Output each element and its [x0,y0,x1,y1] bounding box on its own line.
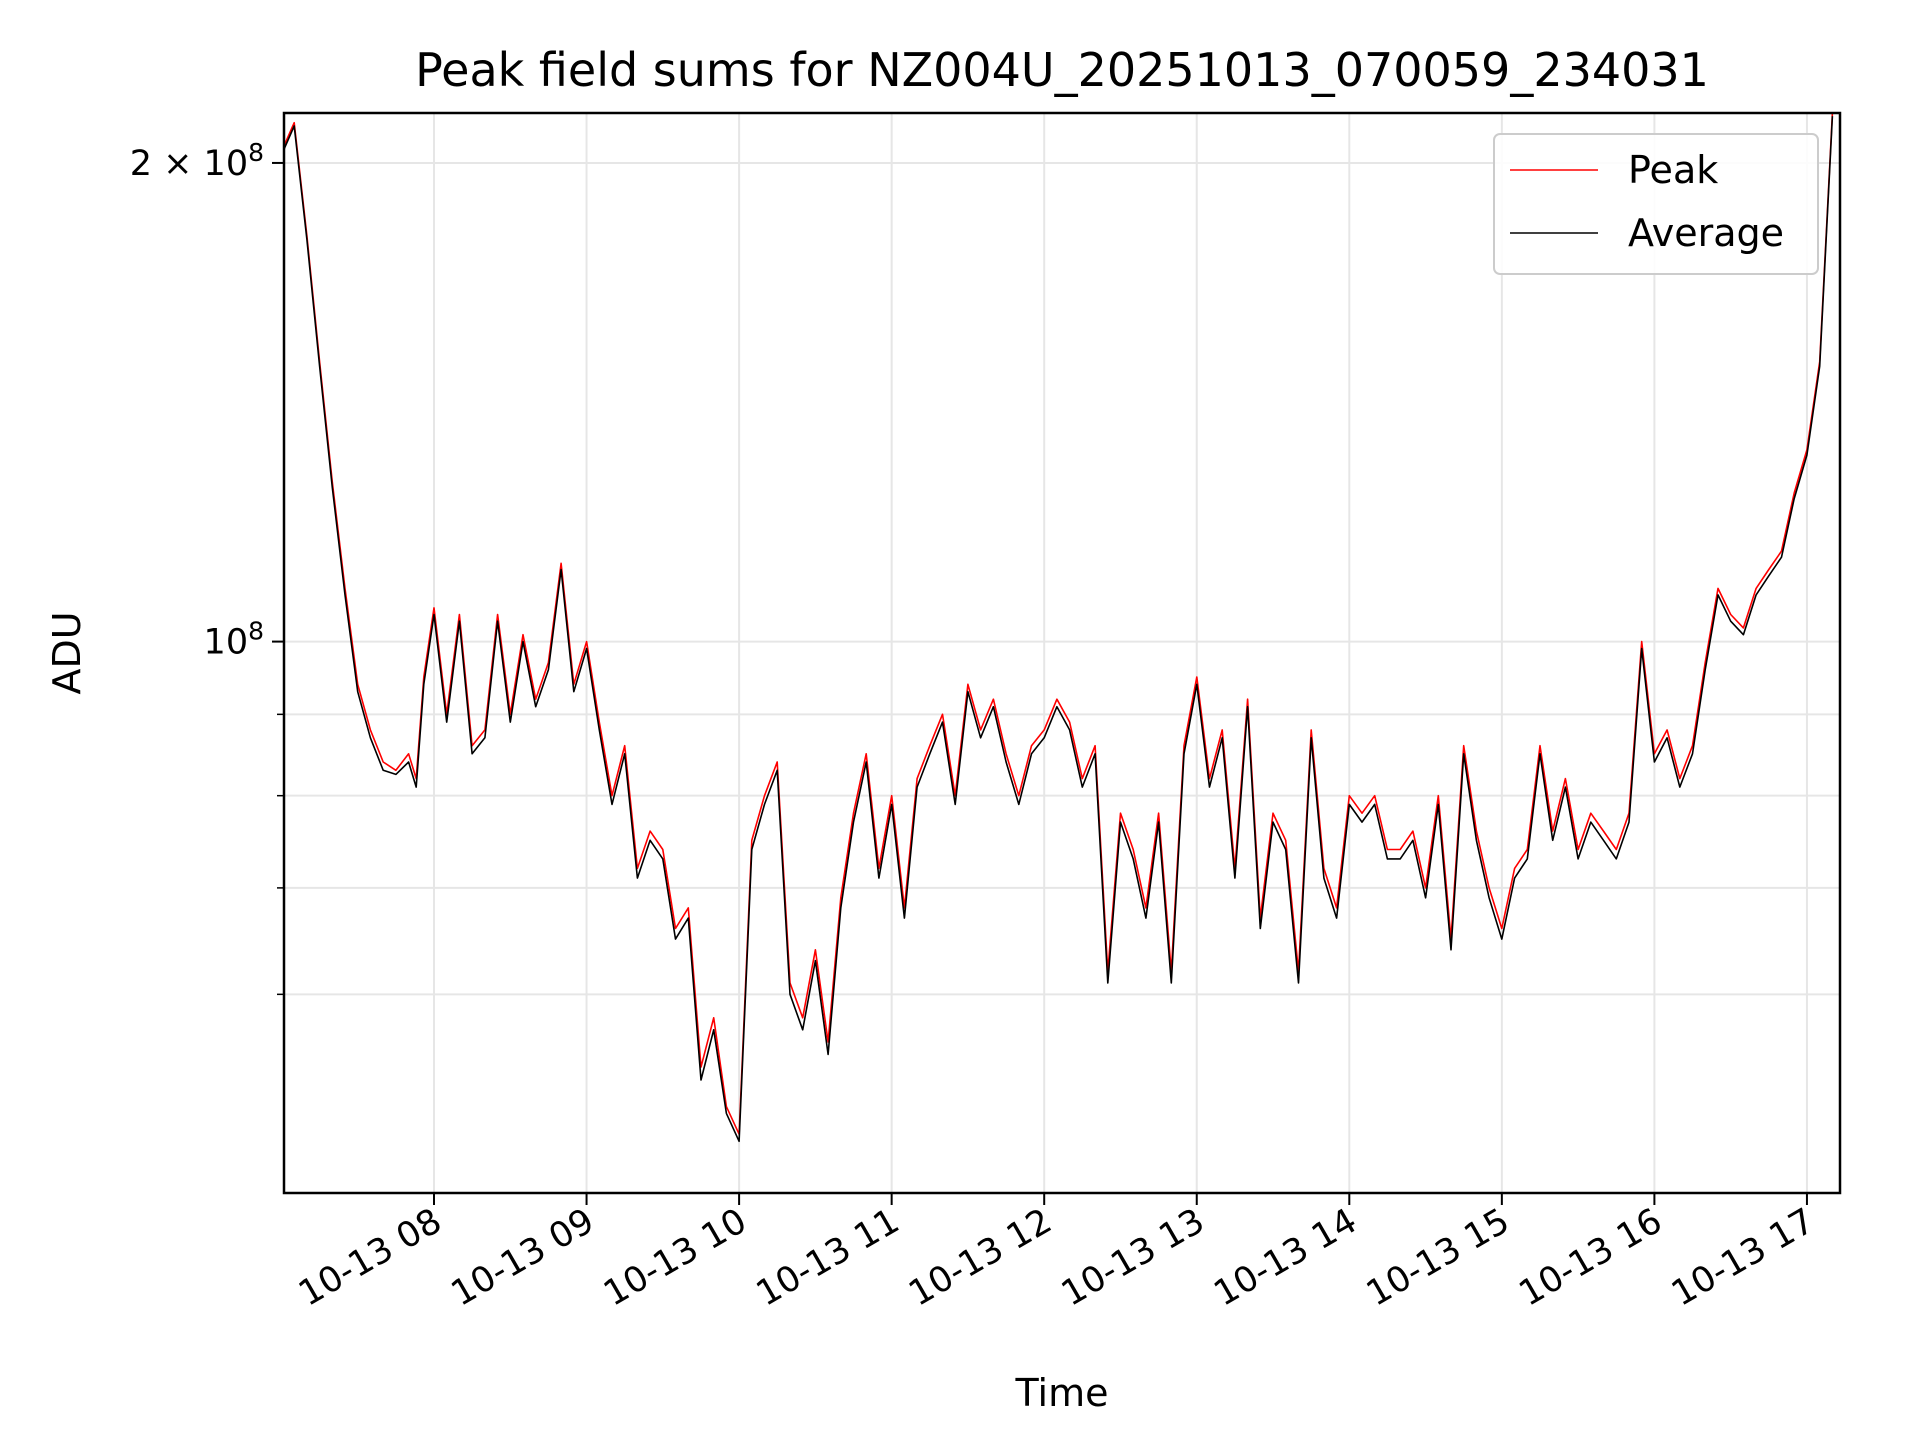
grid [284,113,1840,1193]
legend-box [1493,133,1819,275]
legend-label-peak: Peak [1628,148,1718,192]
y-tick-label: 2 × 108 [130,138,264,184]
y-tick-label-exponent: 8 [248,138,264,167]
y-axis-label: ADU [45,611,89,694]
chart-title: Peak field sums for NZ004U_20251013_0700… [415,43,1709,97]
y-tick-label-base: 10 [204,623,249,663]
series-line-average [283,116,1834,1143]
plot-frame [282,111,1842,1195]
series-line-peak [283,112,1834,1135]
series-layer [283,112,1834,1143]
y-tick-label: 108 [204,617,264,663]
legend-label-average: Average [1628,211,1784,255]
legend: Peak Average [1493,133,1819,275]
x-axis-label: Time [1015,1371,1109,1415]
y-tick-label-exponent: 8 [248,617,264,646]
y-tick-label-base: 2 × 10 [130,144,248,184]
